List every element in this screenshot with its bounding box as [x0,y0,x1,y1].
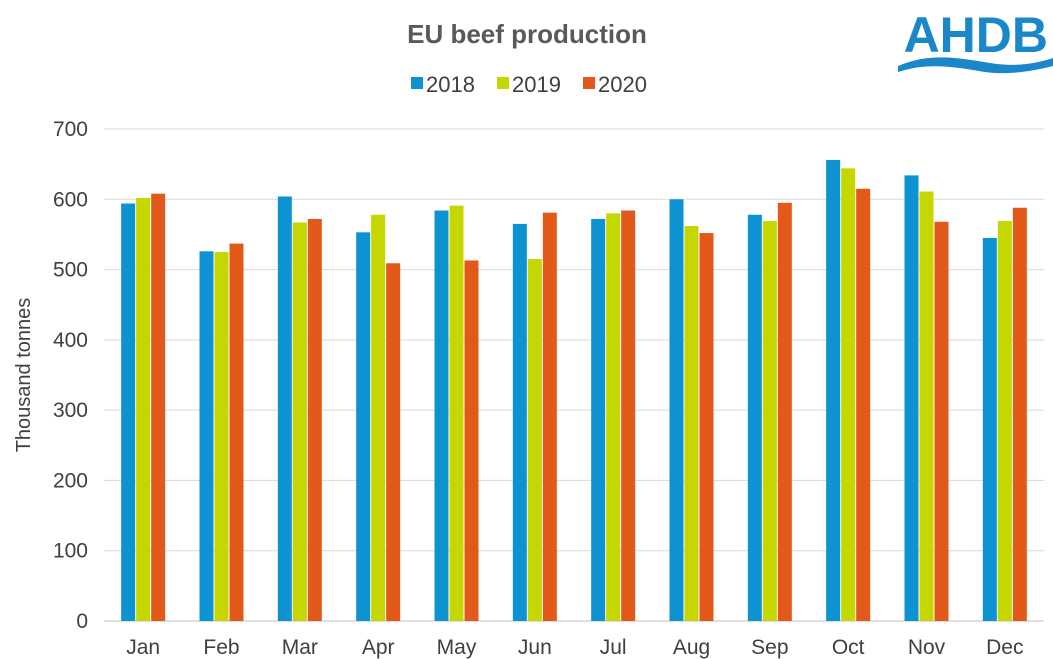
bar-2020-dec [1012,207,1027,621]
bar-2019-oct [841,168,856,622]
bar-2019-aug [684,225,699,621]
legend-swatch-2018 [411,77,423,89]
y-axis-label: Thousand tonnes [13,298,35,453]
bar-2019-jun [527,259,542,621]
bar-2019-feb [214,252,229,621]
bar-2020-jun [542,212,557,621]
bar-2018-jun [512,223,527,621]
bar-2018-dec [982,237,997,621]
x-tick-label: Feb [203,636,239,659]
bar-2018-may [434,210,449,621]
y-axis-ticks: 0 100 200 300 400 500 600 700 [53,118,88,633]
bars [121,159,1027,622]
bar-2019-mar [292,222,307,622]
x-tick-label: Aug [673,636,710,659]
bar-2019-dec [997,221,1012,621]
y-tick-label: 0 [76,610,88,633]
chart-title: EU beef production [407,19,647,49]
bar-2020-may [464,260,479,621]
logo-text: AHDB [904,7,1048,63]
bar-2020-aug [699,233,714,621]
bar-2019-apr [371,214,386,621]
legend-label-2020: 2020 [598,72,647,97]
legend-label-2018: 2018 [426,72,475,97]
bar-2018-nov [904,175,919,622]
bar-2018-aug [669,199,684,622]
bar-2019-may [449,205,464,621]
bar-2020-apr [386,263,401,621]
gridlines [104,128,1044,622]
legend: 2018 2019 2020 [411,72,647,97]
bar-2019-jan [136,197,151,621]
y-tick-label: 100 [53,540,88,563]
bar-2018-oct [826,159,841,621]
legend-swatch-2020 [583,77,595,89]
x-tick-label: Sep [751,636,788,659]
y-tick-label: 700 [53,118,88,141]
legend-label-2019: 2019 [512,72,561,97]
bar-2020-oct [856,188,871,621]
bar-2019-sep [762,221,777,621]
y-tick-label: 500 [53,259,88,282]
x-tick-label: Oct [832,636,865,659]
x-tick-label: Apr [362,636,395,659]
bar-2020-mar [307,218,322,622]
x-tick-label: May [437,636,477,659]
bar-2018-sep [747,214,762,621]
x-tick-label: Jul [600,636,627,659]
bar-2020-feb [229,243,244,621]
x-tick-label: Dec [986,636,1023,659]
bar-2018-mar [277,196,292,621]
bar-2019-jul [606,213,621,622]
y-tick-label: 200 [53,469,88,492]
bar-2020-jul [621,210,636,621]
bar-2018-apr [356,232,371,621]
ahdb-logo: AHDB [898,7,1053,74]
x-tick-label: Jun [518,636,552,659]
bar-2020-nov [934,221,949,621]
x-tick-label: Nov [908,636,946,659]
y-tick-label: 300 [53,399,88,422]
x-tick-label: Mar [282,636,318,659]
bar-2020-sep [777,202,792,622]
legend-swatch-2019 [497,77,509,89]
bar-2018-feb [199,251,214,621]
logo-wave [898,57,1053,74]
y-tick-label: 400 [53,329,88,352]
bar-2018-jan [121,203,136,621]
y-tick-label: 600 [53,188,88,211]
x-axis-ticks: Jan Feb Mar Apr May Jun Jul Aug Sep Oct Nov Dec [126,636,1023,659]
bar-2018-jul [591,218,606,622]
bar-2020-jan [151,193,166,622]
bar-2019-nov [919,191,934,621]
x-tick-label: Jan [126,636,160,659]
